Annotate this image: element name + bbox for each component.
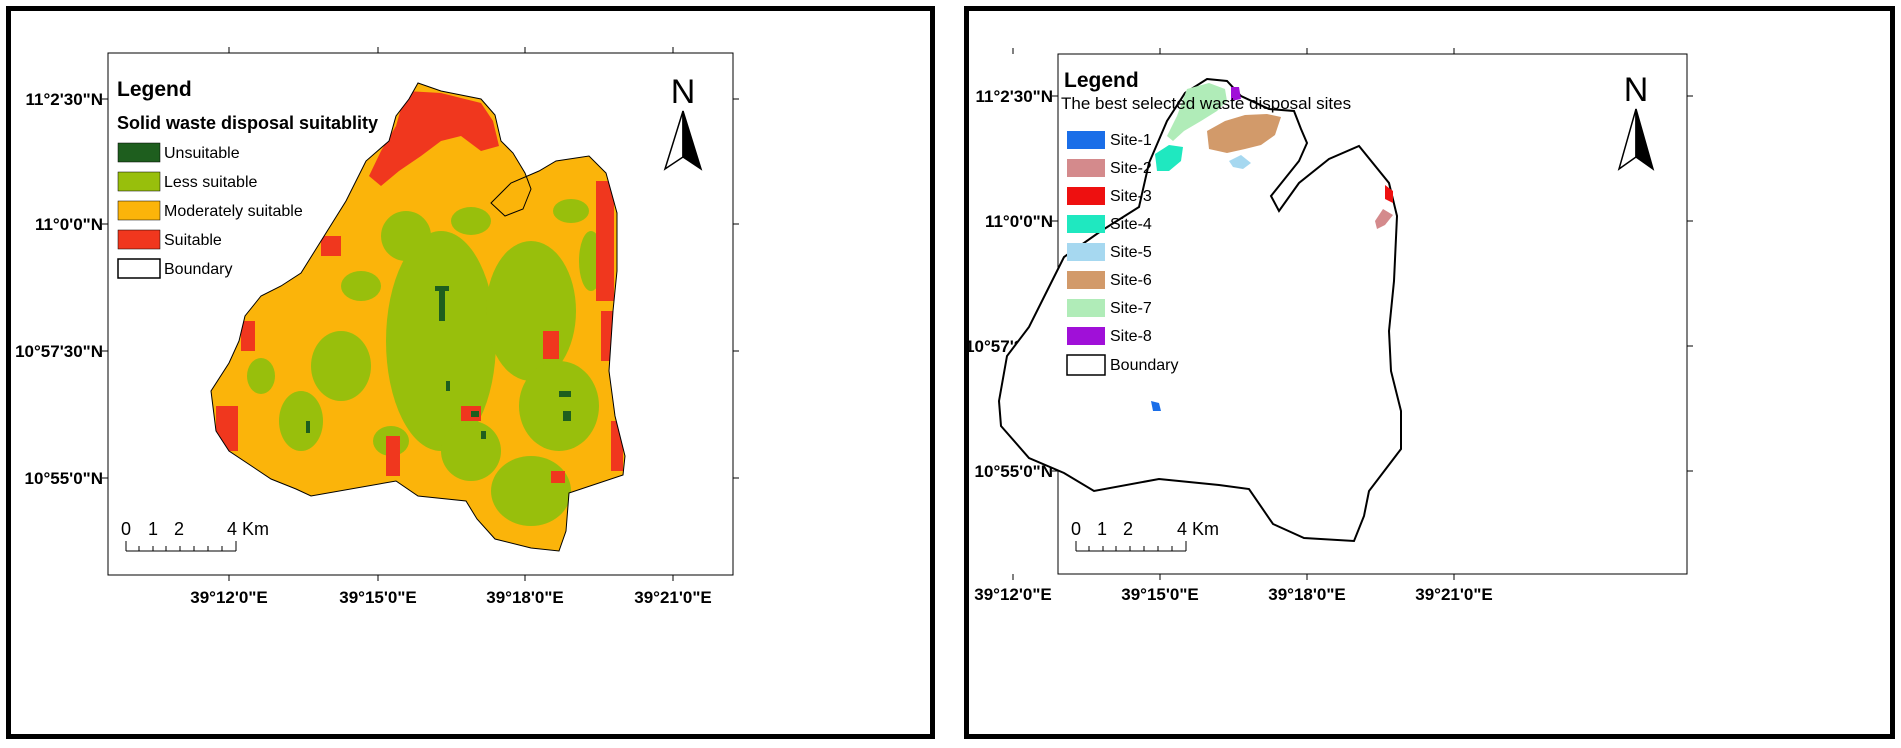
legend-item: Less suitable	[117, 171, 257, 192]
svg-text:Moderately suitable: Moderately suitable	[164, 203, 303, 220]
svg-text:1: 1	[148, 519, 158, 539]
scale-bar: 0 1 2 4 Km	[1071, 519, 1219, 552]
svg-text:2: 2	[1123, 519, 1133, 539]
frame-ticks	[102, 47, 739, 581]
site-2-area	[1375, 209, 1393, 229]
lon-label: 39°18'0"E	[486, 588, 564, 607]
svg-text:1: 1	[1097, 519, 1107, 539]
legend-item: Site-1	[1067, 131, 1152, 149]
svg-text:Less suitable: Less suitable	[164, 174, 257, 191]
legend-item: Site-4	[1067, 215, 1152, 233]
site-1-area	[1151, 401, 1161, 411]
legend-item: Boundary	[1066, 354, 1179, 376]
site-6-area	[1207, 114, 1281, 153]
lon-label: 39°21'0"E	[634, 588, 712, 607]
study-area-boundary	[997, 77, 1402, 543]
study-area-boundary	[210, 82, 626, 552]
svg-text:Site-7: Site-7	[1110, 300, 1152, 317]
lon-label: 39°15'0"E	[339, 588, 417, 607]
lat-label: 10°55'0"N	[25, 469, 103, 488]
lat-label: 11°0'0"N	[985, 212, 1053, 231]
site-7-area	[1167, 83, 1227, 141]
legend-subtitle: The best selected waste disposal sites	[1061, 94, 1351, 113]
svg-text:N: N	[671, 73, 696, 111]
legend-item: Boundary	[117, 258, 233, 279]
svg-text:Site-3: Site-3	[1110, 188, 1152, 205]
lon-label: 39°12'0"E	[190, 588, 268, 607]
lon-label: 39°12'0"E	[974, 585, 1052, 604]
frame-ticks	[1012, 48, 1693, 580]
svg-text:Boundary: Boundary	[1110, 357, 1179, 374]
svg-text:Site-2: Site-2	[1110, 160, 1152, 177]
site-5-area	[1229, 155, 1251, 169]
legend: Legend Solid waste disposal suitablity U…	[117, 78, 378, 279]
legend-subtitle: Solid waste disposal suitablity	[117, 113, 378, 133]
legend-item: Suitable	[117, 229, 222, 250]
north-arrow-icon: N	[1617, 71, 1655, 171]
lat-label: 10°57'30"N	[15, 342, 103, 361]
svg-text:Site-8: Site-8	[1110, 328, 1152, 345]
unsuitable-areas	[306, 286, 571, 439]
legend-title: Legend	[1064, 69, 1139, 92]
selected-sites	[1151, 83, 1393, 411]
legend-item: Site-3	[1067, 187, 1152, 205]
site-4-area	[1155, 145, 1183, 171]
svg-text:4 Km: 4 Km	[227, 519, 269, 539]
suitability-map: 11°2'30"N 11°0'0"N 10°57'30"N 10°55'0"N …	[15, 47, 739, 607]
svg-text:Boundary: Boundary	[164, 261, 233, 278]
selected-sites-map-panel: 11°2'30"N 11°0'0"N 10°57'30"N 10°55'0"N …	[964, 6, 1895, 739]
svg-text:Site-5: Site-5	[1110, 244, 1152, 261]
legend-item: Site-7	[1067, 299, 1152, 317]
legend-item: Moderately suitable	[117, 200, 303, 221]
lon-label: 39°15'0"E	[1121, 585, 1199, 604]
lon-label: 39°18'0"E	[1268, 585, 1346, 604]
legend-title: Legend	[117, 78, 192, 101]
legend-item: Unsuitable	[117, 142, 240, 163]
scale-bar: 0 1 2 4 Km	[121, 519, 269, 552]
suitable-areas	[216, 91, 623, 483]
legend-item: Site-8	[1067, 327, 1152, 345]
svg-text:Unsuitable: Unsuitable	[164, 145, 240, 162]
svg-text:0: 0	[121, 519, 131, 539]
site-8-area	[1231, 87, 1241, 101]
legend-item: Site-2	[1067, 159, 1152, 177]
lat-label: 11°2'30"N	[25, 90, 103, 109]
lat-label: 10°55'0"N	[975, 462, 1053, 481]
north-arrow-icon: N	[663, 73, 703, 171]
lon-label: 39°21'0"E	[1415, 585, 1493, 604]
svg-text:0: 0	[1071, 519, 1081, 539]
svg-text:Site-6: Site-6	[1110, 272, 1152, 289]
site-3-area	[1385, 185, 1393, 203]
suitability-map-panel: 11°2'30"N 11°0'0"N 10°57'30"N 10°55'0"N …	[6, 6, 935, 739]
legend: Legend The best selected waste disposal …	[1061, 69, 1351, 376]
legend-item: Site-6	[1067, 271, 1152, 289]
lat-label: 11°2'30"N	[975, 87, 1053, 106]
svg-text:2: 2	[174, 519, 184, 539]
legend-item: Site-5	[1067, 243, 1152, 261]
svg-text:Site-1: Site-1	[1110, 132, 1152, 149]
svg-text:N: N	[1624, 71, 1649, 109]
svg-text:Suitable: Suitable	[164, 232, 222, 249]
selected-sites-map: 11°2'30"N 11°0'0"N 10°57'30"N 10°55'0"N …	[965, 48, 1693, 604]
map-frame	[107, 52, 734, 576]
svg-text:Site-4: Site-4	[1110, 216, 1152, 233]
lat-label: 11°0'0"N	[35, 215, 103, 234]
svg-text:4 Km: 4 Km	[1177, 519, 1219, 539]
